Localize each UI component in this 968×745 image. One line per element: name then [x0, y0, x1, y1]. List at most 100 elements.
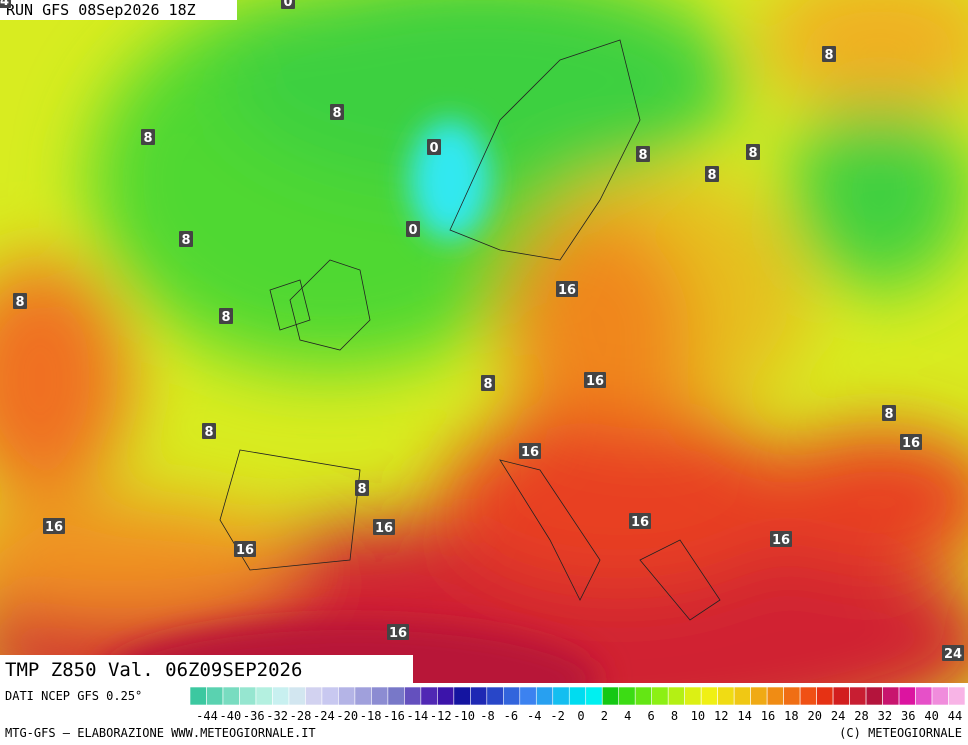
contour-label-box: [882, 405, 896, 421]
colorbar-swatch: [502, 686, 521, 706]
colorbar-swatch: [272, 686, 290, 706]
colorbar-swatch: [189, 686, 207, 706]
contour-label-box: [519, 443, 541, 459]
contour-label-box: [281, 0, 295, 9]
colorbar-label: 18: [784, 709, 798, 723]
colorbar-swatch: [849, 686, 867, 706]
colorbar-swatch: [931, 686, 949, 706]
colorbar-swatch: [915, 686, 933, 706]
colorbar-swatch: [470, 686, 488, 706]
contour-label-box: [705, 166, 719, 182]
colorbar-swatch: [255, 686, 273, 706]
contour-label-box: [556, 281, 578, 297]
colorbar-swatch: [618, 686, 636, 706]
contour-label-box: [822, 46, 836, 62]
contour-label: 16: [375, 521, 393, 536]
contour-label: 8: [748, 146, 757, 161]
run-box: [0, 0, 237, 20]
colorbar-label: -16: [383, 709, 405, 723]
colorbar-swatch: [882, 686, 900, 706]
contour-label-box: [234, 541, 256, 557]
contour-label-box: [43, 518, 65, 534]
contour-label: 8: [221, 310, 230, 325]
contour-label: 8: [707, 168, 716, 183]
contour-label-box: [427, 139, 441, 155]
colorbar-label: -36: [243, 709, 265, 723]
colorbar-label: -24: [313, 709, 335, 723]
field-box: [0, 655, 413, 683]
colorbar-label: 14: [737, 709, 751, 723]
contour-label-box: [355, 480, 369, 496]
contour-label: 8: [204, 425, 213, 440]
colorbar-label: -8: [480, 709, 494, 723]
contour-label: 16: [236, 543, 254, 558]
colorbar-label: -10: [453, 709, 475, 723]
contour-label: 8: [884, 407, 893, 422]
colorbar-label: 24: [831, 709, 845, 723]
colorbar-label: -28: [290, 709, 312, 723]
colorbar-swatch: [898, 686, 916, 706]
colorbar-label: 6: [648, 709, 655, 723]
contour-label-box: [584, 372, 606, 388]
colorbar-swatch: [222, 686, 240, 706]
colorbar-swatch: [486, 686, 504, 706]
contour-label: 8: [357, 482, 366, 497]
contour-label: 16: [631, 515, 649, 530]
contour-label-box: [179, 231, 193, 247]
contour-label: 0: [283, 0, 292, 10]
coastlines: [219, 39, 721, 621]
colorbar-swatch: [684, 686, 702, 706]
colorbar-swatch: [519, 686, 537, 706]
colorbar-swatch: [338, 686, 356, 706]
colorbar-swatch: [552, 686, 570, 706]
contour-label: 16: [586, 374, 604, 389]
colorbar-label: 28: [854, 709, 868, 723]
credit-left: MTG-GFS — ELABORAZIONE WWW.METEOGIORNALE…: [5, 726, 316, 740]
contour-label: 0: [408, 223, 417, 238]
colorbar-label: 10: [691, 709, 705, 723]
contour-label-box: [481, 375, 495, 391]
contour-label-box: [770, 531, 792, 547]
colorbar-label: -6: [504, 709, 518, 723]
contour-label: 16: [772, 533, 790, 548]
field-shading: [0, 0, 968, 683]
colorbar-swatch: [948, 686, 966, 706]
contour-label-box: [636, 146, 650, 162]
contour-label-box: [629, 513, 651, 529]
credit-right: (C) METEOGIORNALE: [839, 726, 962, 740]
colorbar-swatch: [832, 686, 850, 706]
colorbar-swatch: [651, 686, 669, 706]
colorbar-label: 12: [714, 709, 728, 723]
contour-labels: 0 0 0 8 8 8 8 8 8 8 8 8 8 8 8 8 16 16 16 16 16 16 16 16 16 16 24 24: [0, 0, 964, 662]
contour-label-box: [13, 293, 27, 309]
colorbar-label: -20: [336, 709, 358, 723]
colorbar-swatch: [305, 686, 323, 706]
contour-label: 8: [483, 377, 492, 392]
contour-label-box: [746, 144, 760, 160]
colorbar-swatch: [535, 686, 554, 706]
contour-label: 8: [638, 148, 647, 163]
colorbar-swatch: [865, 686, 883, 706]
colorbar-swatch: [239, 686, 257, 706]
contour-label-box: [406, 221, 420, 237]
colorbar-swatch: [766, 686, 784, 706]
colorbar-label: -14: [407, 709, 429, 723]
source-label: DATI NCEP GFS 0.25°: [5, 689, 142, 703]
colorbar-label: -44: [196, 709, 218, 723]
colorbar-swatch: [733, 686, 751, 706]
contour-label: 16: [902, 436, 920, 451]
contour-label-box: [387, 624, 409, 640]
run-label: RUN GFS 08Sep2026 18Z: [6, 1, 196, 19]
colorbar-label: 20: [808, 709, 822, 723]
colorbar-label: 36: [901, 709, 915, 723]
colorbar-label: 16: [761, 709, 775, 723]
colorbar-swatch: [799, 686, 817, 706]
colorbar-swatch: [601, 686, 620, 706]
colorbar-swatch: [568, 686, 587, 706]
colorbar-label: 2: [601, 709, 608, 723]
contour-label: 0: [429, 141, 438, 156]
colorbar-label: -2: [550, 709, 564, 723]
contour-label: 16: [45, 520, 63, 535]
colorbar-label: 8: [671, 709, 678, 723]
